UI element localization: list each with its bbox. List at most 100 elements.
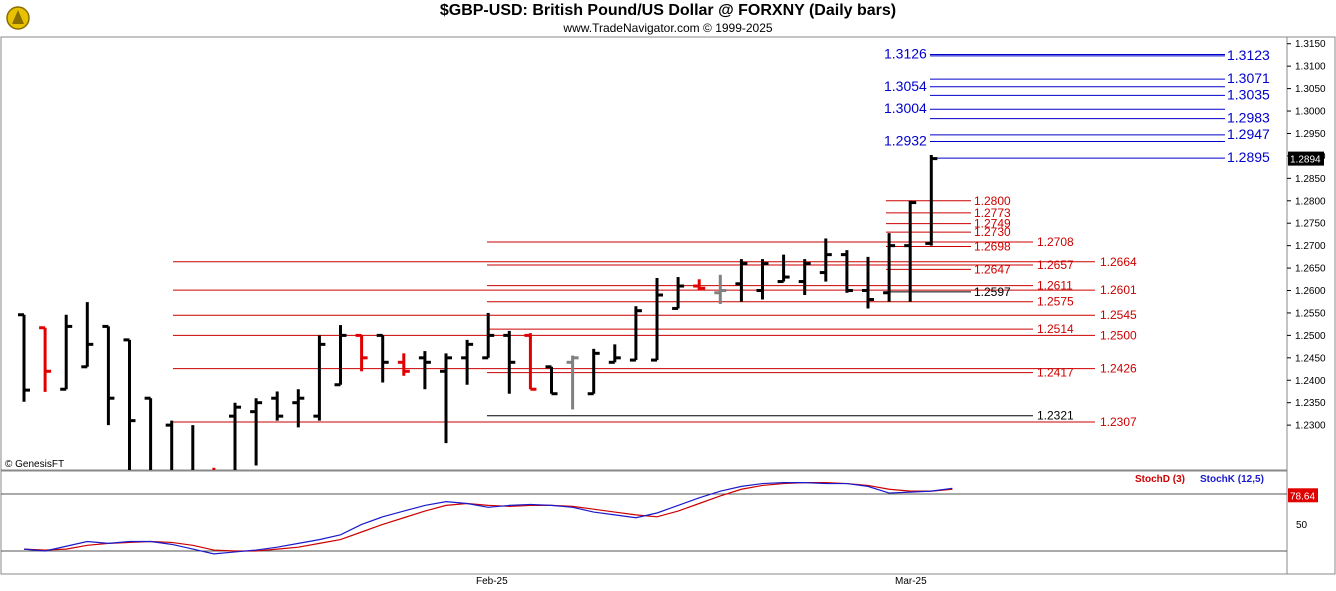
ohlc-bar xyxy=(777,254,790,284)
ohlc-bar xyxy=(756,259,769,300)
level-label: 1.2575 xyxy=(1037,295,1074,309)
ohlc-bar xyxy=(81,302,94,369)
price-tick-label: 1.2750 xyxy=(1295,219,1326,230)
price-panel-frame xyxy=(0,36,1288,471)
stoch-axis-tick: 50 xyxy=(1296,520,1308,531)
ohlc-bar xyxy=(587,348,600,396)
level-label: 1.2800 xyxy=(974,194,1011,208)
ohlc-bar xyxy=(608,344,621,364)
price-tick-label: 1.2400 xyxy=(1295,376,1326,387)
level-label: 1.2664 xyxy=(1100,255,1137,269)
axis-panel-frame xyxy=(1286,36,1336,575)
price-tick-label: 1.2500 xyxy=(1295,331,1326,342)
level-label: 1.2545 xyxy=(1100,308,1137,322)
price-tick-label: 1.2450 xyxy=(1295,353,1326,364)
ohlc-bar xyxy=(862,256,874,309)
ohlc-bar xyxy=(566,355,579,410)
ohlc-bar xyxy=(39,326,52,392)
ohlc-bar xyxy=(461,339,474,385)
ohlc-bar xyxy=(18,313,30,402)
ohlc-bar xyxy=(376,333,389,383)
ohlc-bar xyxy=(524,333,537,391)
level-label: 1.3071 xyxy=(1227,70,1270,86)
stochastic-panel: 78.64 xyxy=(1,482,1318,555)
ohlc-bar xyxy=(271,391,284,421)
stoch-k-line xyxy=(23,482,953,555)
ohlc-bar xyxy=(883,233,896,302)
level-label: 1.2983 xyxy=(1227,110,1270,126)
price-tick-label: 1.2800 xyxy=(1295,196,1326,207)
fib-levels: 1.3126 1.3123 1.3071 1.3054 1.3035 1.3004 1.29… xyxy=(173,45,1270,429)
ohlc-bar xyxy=(651,277,663,362)
ohlc-bar xyxy=(545,365,558,396)
ohlc-bar xyxy=(482,312,495,360)
price-tick-label: 1.2300 xyxy=(1295,421,1326,432)
stoch-last-box xyxy=(1288,488,1318,503)
ohlc-bar xyxy=(250,398,263,466)
price-tick-label: 1.3150 xyxy=(1295,39,1326,50)
level-label: 1.3126 xyxy=(884,45,927,61)
price-tick-label: 1.2700 xyxy=(1295,241,1326,252)
level-label: 1.2895 xyxy=(1227,149,1270,165)
price-tick-label: 1.2550 xyxy=(1295,308,1326,319)
price-axis: 1.31501.31001.30501.30001.29501.29001.28… xyxy=(1287,39,1326,432)
level-label: 1.3035 xyxy=(1227,86,1270,102)
level-label: 1.3004 xyxy=(884,100,927,116)
ohlc-bar xyxy=(503,330,516,394)
ohlc-bar xyxy=(798,259,811,296)
price-bars xyxy=(18,155,938,470)
ohlc-bar xyxy=(334,325,347,387)
level-label: 1.2500 xyxy=(1100,328,1137,342)
ohlc-bar xyxy=(229,402,241,470)
ohlc-bar xyxy=(904,200,917,302)
ohlc-bar xyxy=(165,420,174,470)
ohlc-bar xyxy=(397,353,410,376)
level-label: 1.2657 xyxy=(1037,258,1074,272)
price-tick-label: 1.3050 xyxy=(1295,84,1326,95)
stoch-k-legend: StochK (12,5) xyxy=(1200,474,1264,485)
chart-title: $GBP-USD: British Pound/US Dollar @ FORX… xyxy=(439,2,897,19)
level-label: 1.2749 xyxy=(974,217,1011,231)
price-tick-label: 1.3100 xyxy=(1295,62,1326,73)
price-tick-label: 1.2850 xyxy=(1295,174,1326,185)
level-label: 1.2708 xyxy=(1037,235,1074,249)
stoch-last-label: 78.64 xyxy=(1290,491,1315,502)
ohlc-bar xyxy=(735,259,748,302)
ohlc-bar xyxy=(819,238,832,282)
time-label-mar: Mar-25 xyxy=(895,576,927,587)
ohlc-bar xyxy=(292,389,305,428)
level-label: 1.2947 xyxy=(1227,126,1270,142)
level-label: 1.3054 xyxy=(884,78,927,94)
level-label: 1.2730 xyxy=(974,225,1011,239)
watermark-text: © GenesisFT xyxy=(5,459,64,470)
ohlc-bar xyxy=(925,155,938,246)
ohlc-bar xyxy=(440,353,452,444)
ohlc-bar xyxy=(418,351,431,390)
ohlc-bar xyxy=(313,335,326,421)
last-price-label: 1.2894 xyxy=(1290,155,1321,166)
level-label: 1.2773 xyxy=(974,206,1011,220)
indicator-panel-frame xyxy=(0,470,1288,575)
ohlc-bar xyxy=(840,250,853,293)
ohlc-bar xyxy=(123,338,136,470)
level-label: 1.2514 xyxy=(1037,322,1074,336)
ohlc-bar xyxy=(672,277,685,310)
level-label: 1.2611 xyxy=(1037,279,1073,293)
level-label: 1.2698 xyxy=(974,240,1011,254)
level-label: 1.3123 xyxy=(1227,47,1270,63)
price-tick-label: 1.2600 xyxy=(1295,286,1326,297)
level-label: 1.2417 xyxy=(1037,366,1074,380)
level-label: 1.2932 xyxy=(884,133,927,149)
ohlc-bar xyxy=(144,396,153,470)
ohlc-bar xyxy=(714,274,727,304)
price-tick-label: 1.2350 xyxy=(1295,398,1326,409)
time-label-feb: Feb-25 xyxy=(476,576,508,587)
stoch-d-legend: StochD (3) xyxy=(1135,474,1185,485)
level-label: 1.2321 xyxy=(1037,409,1074,423)
level-label: 1.2426 xyxy=(1100,362,1137,376)
price-tick-label: 1.2950 xyxy=(1295,129,1326,140)
level-label: 1.2601 xyxy=(1100,283,1137,297)
ohlc-bar xyxy=(102,324,115,426)
chart-header: $GBP-USD: British Pound/US Dollar @ FORX… xyxy=(0,0,1336,37)
